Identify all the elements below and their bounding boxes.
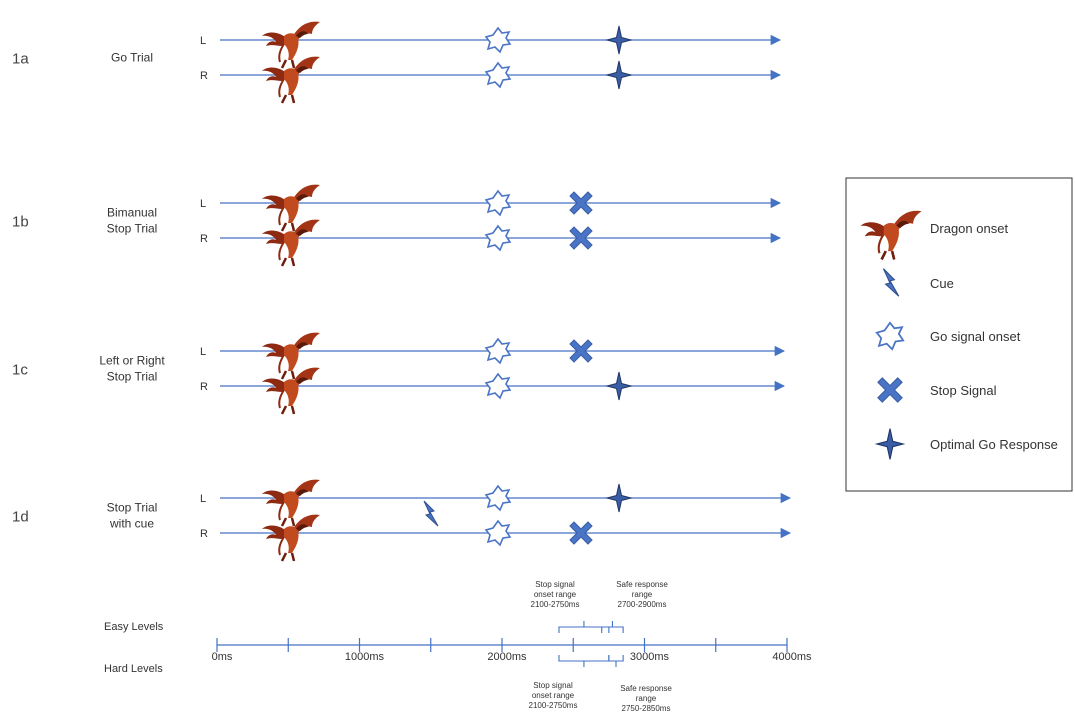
hard-safe-range-bracket [608, 655, 624, 667]
legend-item: Optimal Go Response [876, 428, 1058, 460]
time-axis: 0ms 1000ms 2000ms 3000ms 4000ms Easy Levels Ha… [104, 621, 812, 675]
easy-stop-range-text: 2100-2750ms [531, 600, 580, 609]
axis-tick-label: 0ms [212, 651, 233, 663]
go-signal-icon [485, 373, 511, 399]
axis-tick-label: 4000ms [772, 651, 812, 663]
legend-item: Cue [882, 268, 954, 297]
axis-tick-label: 1000ms [345, 651, 385, 663]
timeline-l: L [200, 183, 782, 233]
easy-safe-range-text: 2700-2900ms [618, 600, 667, 609]
dragon-onset-icon [260, 366, 322, 416]
optimal-go-response-icon [606, 25, 632, 55]
side-label: R [200, 233, 208, 245]
cue-lightning-icon [423, 500, 439, 527]
go-signal-icon [485, 190, 511, 216]
side-label: R [200, 70, 208, 82]
side-label: R [200, 528, 208, 540]
side-label: L [200, 198, 206, 210]
timeline-r: R [200, 218, 782, 268]
trial-title-line: Go Trial [111, 51, 153, 65]
axis-tick-label: 2000ms [487, 651, 527, 663]
side-label: L [200, 493, 206, 505]
easy-stop-range-text: onset range [534, 590, 577, 599]
trial-title-line: Left or Right [99, 354, 165, 368]
trial-id-label: 1c [12, 362, 28, 379]
timeline-l: L [200, 478, 792, 528]
legend-label: Stop Signal [930, 383, 997, 398]
dragon-onset-icon [260, 55, 322, 105]
trial-title-line: with cue [109, 517, 154, 531]
easy-safe-range-text: Safe response [616, 580, 668, 589]
timeline-r: R [200, 55, 782, 105]
legend-item: Dragon onset [859, 209, 1008, 261]
trial-row-1c: 1c Left or Right Stop Trial L R [12, 331, 786, 416]
hard-stop-range-text: onset range [532, 691, 575, 700]
hard-safe-range-text: range [636, 694, 657, 703]
legend-item: Go signal onset [875, 321, 1021, 351]
timeline-l: L [200, 331, 786, 381]
go-signal-icon [485, 225, 511, 251]
side-label: R [200, 381, 208, 393]
trial-id-label: 1d [12, 509, 29, 526]
dragon-onset-icon [260, 218, 322, 268]
legend-label: Cue [930, 276, 954, 291]
trial-row-1b: 1b Bimanual Stop Trial L R [12, 183, 782, 268]
go-signal-icon [485, 485, 511, 511]
easy-levels-label: Easy Levels [104, 621, 164, 633]
go-signal-icon [485, 520, 511, 546]
optimal-go-response-icon [606, 60, 632, 90]
timeline-l: L [200, 20, 782, 70]
timeline-r: R [200, 513, 792, 563]
easy-stop-range-text: Stop signal [535, 580, 575, 589]
go-signal-icon [485, 62, 511, 88]
trial-id-label: 1a [12, 51, 29, 68]
legend-box: Dragon onset Cue Go signal onset Stop Signa… [845, 177, 1073, 492]
axis-tick-label: 3000ms [630, 651, 670, 663]
trial-title-line: Bimanual [107, 206, 157, 220]
trial-title-line: Stop Trial [107, 370, 158, 384]
trial-title-line: Stop Trial [107, 501, 158, 515]
trial-row-1d: 1d Stop Trial with cue L R [12, 478, 792, 563]
hard-safe-range-text: Safe response [620, 684, 672, 693]
easy-safe-range-text: range [632, 590, 653, 599]
easy-safe-range-bracket [601, 621, 624, 633]
timeline-r: R [200, 366, 786, 416]
go-signal-icon [485, 27, 511, 53]
side-label: L [200, 35, 206, 47]
trial-title-line: Stop Trial [107, 222, 158, 236]
trial-id-label: 1b [12, 214, 29, 231]
trial-row-1a: 1a Go Trial L R [12, 20, 782, 105]
legend-item: Stop Signal [877, 377, 997, 403]
dragon-onset-icon [260, 513, 322, 563]
hard-stop-range-text: Stop signal [533, 681, 573, 690]
hard-levels-label: Hard Levels [104, 663, 163, 675]
hard-stop-range-text: 2100-2750ms [529, 701, 578, 710]
optimal-go-response-icon [606, 483, 632, 513]
legend-label: Optimal Go Response [930, 437, 1058, 452]
hard-safe-range-text: 2750-2850ms [622, 704, 671, 713]
optimal-go-response-icon [606, 371, 632, 401]
go-signal-icon [485, 338, 511, 364]
side-label: L [200, 346, 206, 358]
legend-label: Go signal onset [930, 329, 1021, 344]
legend-label: Dragon onset [930, 221, 1008, 236]
hard-stop-range-bracket [558, 655, 610, 667]
